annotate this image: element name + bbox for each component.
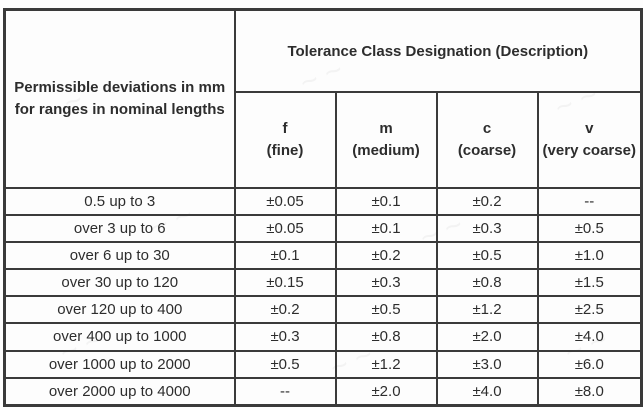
column-header-f: f (fine) [233,91,337,189]
value-cell: ±2.0 [435,322,539,352]
tolerance-table-head: Permissible deviations in mm for ranges … [3,8,643,189]
value-cell: ±0.05 [233,186,337,216]
value-cell: ±0.1 [334,186,438,216]
value-cell: ±1.2 [334,349,438,379]
value-cell: ±0.05 [233,213,337,244]
value-cell: ±0.15 [233,268,337,298]
value-cell: ±0.5 [233,349,337,379]
value-cell: -- [536,186,643,216]
table-row: over 6 up to 30 ±0.1 ±0.2 ±0.5 ±1.0 [3,241,643,271]
header-row-group: Permissible deviations in mm for ranges … [3,8,643,189]
tolerance-table: Permissible deviations in mm for ranges … [3,8,643,407]
column-header-v: v (very coarse) [536,91,643,189]
table-row: over 2000 up to 4000 -- ±2.0 ±4.0 ±8.0 [3,376,643,407]
table-row: over 120 up to 400 ±0.2 ±0.5 ±1.2 ±2.5 [3,295,643,325]
column-code: v [585,119,594,137]
column-code: m [379,119,393,137]
value-cell: ±0.3 [334,268,438,298]
value-cell: ±0.1 [334,213,438,244]
value-cell: ±2.0 [334,376,438,407]
value-cell: ±0.2 [435,186,539,216]
table-row: over 400 up to 1000 ±0.3 ±0.8 ±2.0 ±4.0 [3,322,643,352]
range-cell: over 400 up to 1000 [3,322,236,352]
value-cell: ±4.0 [536,322,643,352]
column-desc: (fine) [266,142,304,160]
header-row-classes: f (fine) m (medium) c (coarse) v (very c… [5,91,643,189]
column-desc: (medium) [352,142,420,160]
value-cell: ±0.3 [233,322,337,352]
value-cell: -- [233,376,337,407]
value-cell: ±0.8 [334,322,438,352]
value-cell: ±1.5 [536,268,643,298]
value-cell: ±2.5 [536,295,643,325]
column-desc: (coarse) [457,142,517,160]
value-cell: ±0.3 [435,213,539,244]
range-cell: over 3 up to 6 [3,213,236,244]
tolerance-table-body: 0.5 up to 3 ±0.05 ±0.1 ±0.2 -- over 3 up to 6… [3,186,643,407]
value-cell: ±1.0 [536,241,643,271]
value-cell: ±0.5 [334,295,438,325]
range-cell: over 6 up to 30 [3,241,236,271]
table-row: over 30 up to 120 ±0.15 ±0.3 ±0.8 ±1.5 [3,268,643,298]
range-cell: over 30 up to 120 [3,268,236,298]
column-header-m: m (medium) [334,91,438,189]
range-cell: over 1000 up to 2000 [3,349,236,379]
value-cell: ±0.8 [435,268,539,298]
value-cell: ±0.1 [233,241,337,271]
table-row: over 3 up to 6 ±0.05 ±0.1 ±0.3 ±0.5 [3,213,643,244]
row-header-cell: Permissible deviations in mm for ranges … [3,8,236,189]
value-cell: ±0.5 [536,213,643,244]
column-code: f [282,119,288,137]
value-cell: ±6.0 [536,349,643,379]
column-header-c: c (coarse) [435,91,539,189]
table-row: over 1000 up to 2000 ±0.5 ±1.2 ±3.0 ±6.0 [3,349,643,379]
range-cell: over 120 up to 400 [3,295,236,325]
value-cell: ±1.2 [435,295,539,325]
value-cell: ±8.0 [536,376,643,407]
value-cell: ±0.2 [233,295,337,325]
value-cell: ±3.0 [435,349,539,379]
table-row: 0.5 up to 3 ±0.05 ±0.1 ±0.2 -- [3,186,643,216]
column-code: c [482,119,492,137]
group-header-cell: Tolerance Class Designation (Description… [233,8,643,94]
range-cell: 0.5 up to 3 [3,186,236,216]
value-cell: ±0.2 [334,241,438,271]
range-cell: over 2000 up to 4000 [3,376,236,407]
column-desc: (very coarse) [542,142,636,160]
value-cell: ±4.0 [435,376,539,407]
value-cell: ±0.5 [435,241,539,271]
